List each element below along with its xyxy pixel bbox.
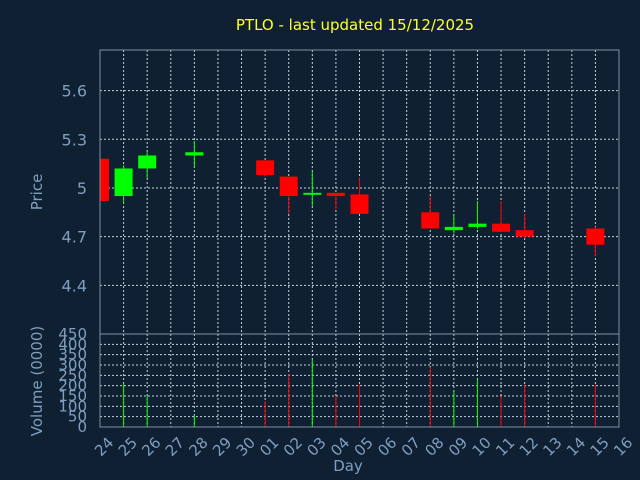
- volume-axis-label: Volume (0000): [28, 326, 46, 436]
- candle-body: [492, 223, 511, 232]
- volume-tick-label: 100: [58, 397, 87, 415]
- x-tick-label: 16: [610, 434, 636, 460]
- candle-body: [256, 160, 275, 175]
- x-tick-label: 10: [469, 434, 495, 460]
- x-axis-label: Day: [333, 457, 363, 475]
- x-tick-label: 07: [398, 434, 424, 460]
- volume-tick-label: 150: [58, 387, 87, 405]
- candles: [99, 140, 605, 257]
- x-tick-label: 30: [233, 434, 259, 460]
- price-tick-label: 4.7: [62, 228, 87, 247]
- candle-body: [100, 158, 109, 201]
- x-tick-label: 26: [138, 434, 164, 460]
- candle-body: [114, 168, 133, 197]
- price-ticks: 4.4 4.7 5 5.3 5.6: [62, 82, 87, 296]
- x-ticks: 2425262728293001020304050607080910111213…: [91, 434, 636, 460]
- x-tick-label: 04: [327, 434, 353, 460]
- candle-body: [350, 194, 369, 214]
- candle-body: [326, 192, 345, 197]
- volume-panel-frame: [99, 333, 620, 428]
- price-tick-label: 5.3: [62, 130, 87, 149]
- candle-body: [138, 155, 157, 169]
- volume-tick-label: 50: [68, 408, 87, 426]
- candle-body: [515, 230, 534, 237]
- price-grid: [99, 50, 620, 334]
- volume-tick-label: 400: [58, 335, 87, 353]
- candle-body: [303, 192, 322, 195]
- x-tick-label: 15: [587, 434, 613, 460]
- candle-body: [421, 212, 440, 229]
- chart-title: PTLO - last updated 15/12/2025: [236, 16, 474, 34]
- candle-body: [468, 223, 487, 227]
- x-tick-label: 05: [351, 434, 377, 460]
- x-tick-label: 03: [303, 434, 329, 460]
- candle-body: [279, 176, 298, 197]
- candle-body: [444, 226, 463, 231]
- candle-body: [185, 152, 204, 156]
- x-tick-label: 09: [445, 434, 471, 460]
- volume-tick-label: 200: [58, 377, 87, 395]
- volume-tick-label: 300: [58, 356, 87, 374]
- volume-tick-label: 250: [58, 366, 87, 384]
- price-axis-label: Price: [28, 174, 46, 211]
- volume-tick-label: 450: [58, 325, 87, 343]
- x-tick-label: 24: [91, 434, 117, 460]
- price-tick-label: 5: [77, 179, 87, 198]
- x-tick-label: 08: [421, 434, 447, 460]
- x-tick-label: 12: [516, 434, 542, 460]
- volume-tick-label: 0: [77, 418, 87, 436]
- x-tick-label: 25: [115, 434, 141, 460]
- candle-body: [586, 228, 605, 245]
- x-tick-label: 06: [374, 434, 400, 460]
- x-tick-label: 29: [209, 434, 235, 460]
- x-tick-label: 13: [539, 434, 565, 460]
- x-tick-label: 27: [162, 434, 188, 460]
- x-tick-label: 01: [256, 434, 282, 460]
- x-tick-label: 14: [563, 434, 589, 460]
- x-tick-label: 11: [492, 434, 518, 460]
- volume-tick-label: 350: [58, 346, 87, 364]
- x-tick-label: 02: [280, 434, 306, 460]
- price-tick-label: 4.4: [62, 276, 87, 295]
- price-tick-label: 5.6: [62, 82, 87, 101]
- x-tick-label: 28: [186, 434, 212, 460]
